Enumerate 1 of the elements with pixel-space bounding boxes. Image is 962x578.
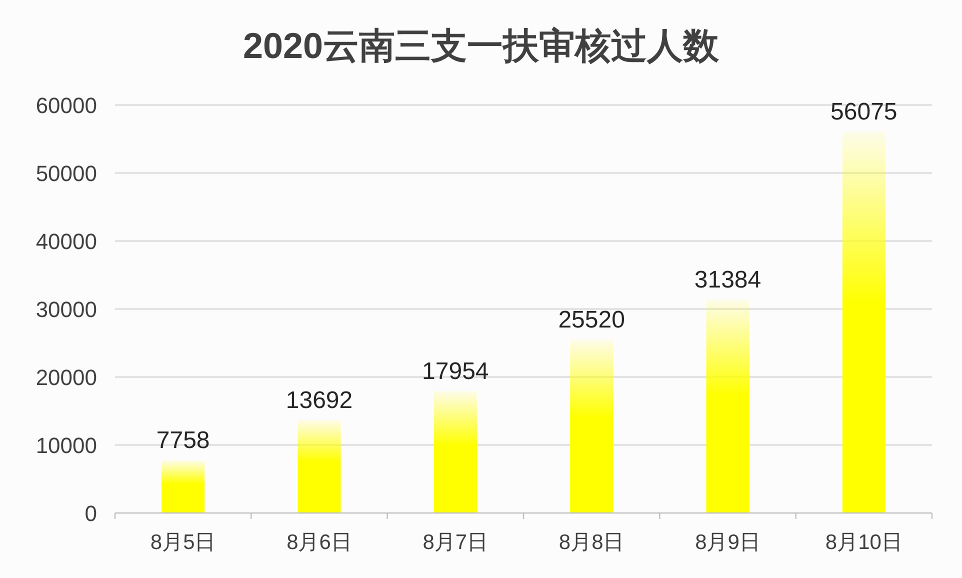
- title: 2020云南三支一扶审核过人数: [242, 25, 720, 66]
